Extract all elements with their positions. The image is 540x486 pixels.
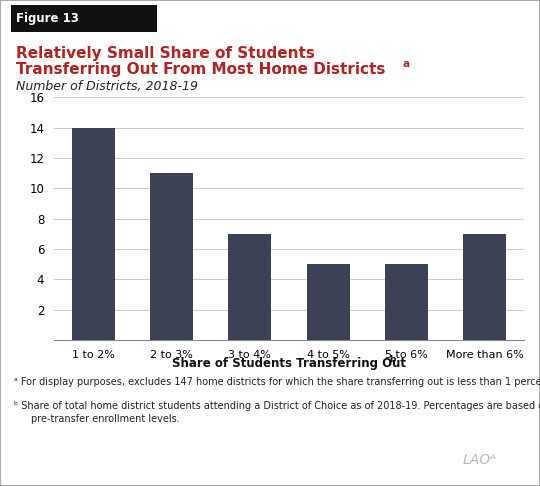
Bar bbox=[307, 264, 349, 340]
Text: Relatively Small Share of Students: Relatively Small Share of Students bbox=[16, 46, 315, 61]
Bar bbox=[228, 234, 271, 340]
Text: Transferring Out From Most Home Districts: Transferring Out From Most Home District… bbox=[16, 62, 386, 77]
Bar bbox=[385, 264, 428, 340]
Text: Number of Districts, 2018-19: Number of Districts, 2018-19 bbox=[16, 80, 198, 93]
Bar bbox=[463, 234, 506, 340]
Text: Share of Students Transferring Out: Share of Students Transferring Out bbox=[172, 357, 406, 370]
Text: b: b bbox=[389, 355, 395, 364]
Text: pre-transfer enrollment levels.: pre-transfer enrollment levels. bbox=[31, 414, 179, 424]
Bar bbox=[150, 173, 193, 340]
Text: LAOᴬ: LAOᴬ bbox=[463, 452, 497, 467]
Text: Figure 13: Figure 13 bbox=[16, 12, 79, 25]
Text: a: a bbox=[402, 59, 409, 69]
Text: ᵃ For display purposes, excludes 147 home districts for which the share transfer: ᵃ For display purposes, excludes 147 hom… bbox=[14, 377, 540, 387]
Bar bbox=[72, 127, 114, 340]
Text: ᵇ Share of total home district students attending a District of Choice as of 201: ᵇ Share of total home district students … bbox=[14, 401, 540, 411]
